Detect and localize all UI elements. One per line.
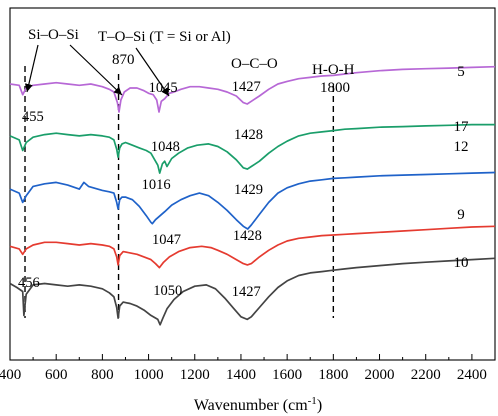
arrow-si-o-si-left: [24, 44, 39, 93]
x-axis-ticks: 400 600 800 1000 1200 1400 1600 1800 2000 2200 240…: [0, 354, 487, 383]
series-name-12: 12: [454, 139, 469, 155]
reference-lines: [24, 66, 335, 318]
arrow-t-o-si: [135, 47, 170, 97]
arrow-si-o-si-right: [69, 44, 123, 96]
x-tick-label-2200: 2200: [411, 367, 441, 383]
series-name-5: 5: [457, 64, 465, 80]
peak-label-9-1047: 1047: [152, 232, 181, 248]
extra-label-455: 455: [22, 109, 44, 125]
peak-label-12-1016: 1016: [142, 177, 171, 193]
header-o-c-o: O–C–O: [231, 56, 278, 72]
header-h-o-h: H-O-H: [312, 62, 355, 78]
x-tick-label-600: 600: [45, 367, 68, 383]
peak-label-10-1050: 1050: [153, 283, 182, 299]
header-h-1800: 1800: [320, 80, 350, 96]
peak-label-12-1429: 1429: [234, 182, 263, 198]
peak-label-17-1048: 1048: [151, 139, 180, 155]
x-tick-label-2400: 2400: [457, 367, 487, 383]
series-line-9: [9, 225, 496, 269]
series-line-12: [9, 171, 496, 230]
x-tick-label-1200: 1200: [180, 367, 210, 383]
x-tick-label-400: 400: [0, 367, 21, 383]
x-tick-label-1400: 1400: [226, 367, 256, 383]
plot-frame: [9, 7, 496, 361]
x-tick-label-2000: 2000: [365, 367, 395, 383]
x-tick-label-1600: 1600: [272, 367, 302, 383]
peak-label-10-1427: 1427: [232, 284, 261, 300]
peak-label-17-1428: 1428: [234, 127, 263, 143]
header-si-o-si: Si–O–Si: [28, 27, 79, 43]
peak-label-5-1427: 1427: [232, 79, 261, 95]
series-name-9: 9: [457, 207, 465, 223]
series-name-17: 17: [454, 119, 470, 135]
header-t-o-si: T–O–Si (T = Si or Al): [98, 29, 231, 45]
series-line-10: [9, 257, 496, 326]
x-tick-label-800: 800: [91, 367, 114, 383]
x-axis-title: Wavenumber (cm-1): [194, 395, 322, 414]
extra-label-456: 456: [18, 275, 40, 291]
peak-label-9-1428: 1428: [233, 228, 262, 244]
series-layer: 5 17 12 9 10: [9, 64, 496, 326]
series-line-17: [9, 123, 495, 174]
series-name-10: 10: [454, 255, 469, 271]
series-line-5: [9, 65, 496, 113]
x-tick-label-1800: 1800: [318, 367, 348, 383]
x-tick-label-1000: 1000: [134, 367, 164, 383]
header-h-870: 870: [112, 52, 135, 68]
